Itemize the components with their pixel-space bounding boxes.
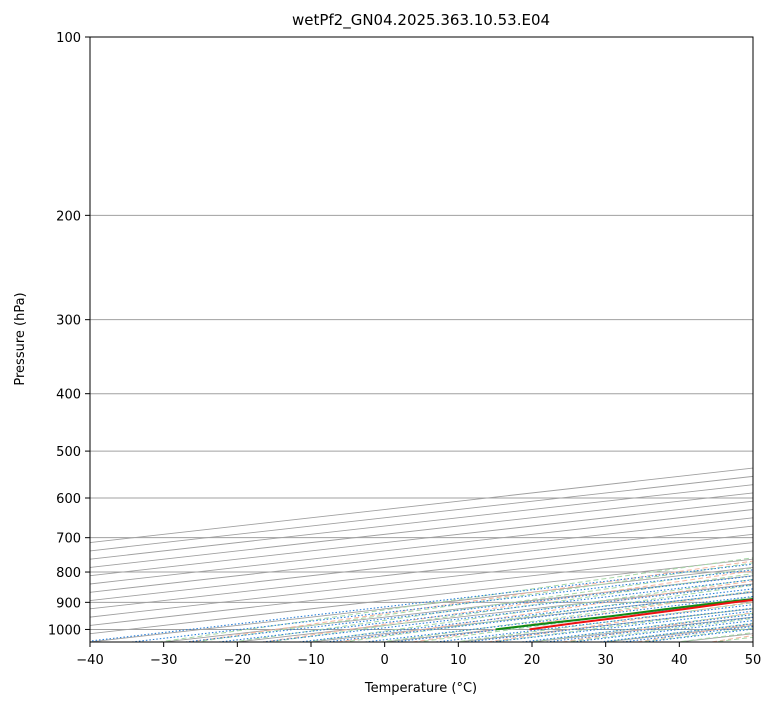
axes: −40 −30 −20 −10 0 10 20 30 40 50 100 200 300 400 500 60… bbox=[48, 31, 761, 668]
mixing-ratio-line bbox=[90, 563, 753, 642]
x-tick-label: −10 bbox=[297, 653, 324, 668]
isotherm-line bbox=[90, 500, 753, 577]
moist-adiabat-line bbox=[340, 584, 753, 642]
y-axis-label: Pressure (hPa) bbox=[13, 292, 28, 385]
chart-title: wetPf2_GN04.2025.363.10.53.E04 bbox=[292, 11, 550, 30]
x-tick-label: −30 bbox=[150, 653, 177, 668]
y-tick-label: 400 bbox=[56, 388, 81, 403]
isotherm-line bbox=[90, 525, 753, 602]
plot-frame bbox=[89, 36, 754, 643]
dry-adiabat-line bbox=[260, 570, 753, 642]
y-tick-label: 900 bbox=[56, 596, 81, 611]
y-tick-label: 1000 bbox=[48, 623, 81, 638]
x-tick-label: 20 bbox=[524, 653, 541, 668]
moist-adiabat-line bbox=[451, 602, 753, 642]
y-tick-label: 500 bbox=[56, 445, 81, 460]
dry-adiabat-line bbox=[185, 560, 753, 642]
dry-adiabat-line bbox=[334, 580, 753, 642]
isotherm-line bbox=[90, 492, 753, 568]
isotherm-line bbox=[90, 566, 753, 642]
isotherm-line bbox=[90, 533, 753, 610]
x-axis-label: Temperature (°C) bbox=[364, 681, 477, 696]
isotherm-line bbox=[90, 542, 753, 618]
dry-adiabat-line bbox=[484, 601, 753, 642]
isotherm-line bbox=[232, 583, 753, 642]
x-tick-label: 0 bbox=[381, 653, 389, 668]
x-tick-label: −40 bbox=[76, 653, 103, 668]
moist-adiabat-line bbox=[229, 567, 753, 642]
isotherm-line bbox=[90, 467, 753, 544]
temperature-profile-line bbox=[529, 598, 753, 631]
moist-adiabat-line bbox=[377, 590, 753, 642]
isotherm-line bbox=[90, 509, 753, 585]
moist-adiabat-line bbox=[636, 627, 753, 642]
y-tick-label: 600 bbox=[56, 492, 81, 507]
x-tick-label: 50 bbox=[745, 653, 762, 668]
moist-adiabat-line bbox=[155, 557, 753, 642]
isotherm-line bbox=[380, 600, 753, 642]
dry-adiabat-line bbox=[633, 623, 753, 642]
dry-adiabat-line bbox=[708, 634, 753, 642]
mixing-ratio-line bbox=[321, 591, 753, 642]
moist-adiabat-line bbox=[599, 622, 753, 642]
isotherm-line bbox=[90, 558, 753, 635]
isotherm-line bbox=[90, 517, 753, 593]
mixing-ratio-line bbox=[294, 588, 753, 642]
mixing-ratio-line bbox=[595, 623, 753, 642]
y-tick-label: 700 bbox=[56, 532, 81, 547]
x-tick-label: −20 bbox=[224, 653, 251, 668]
dry-adiabat-line bbox=[409, 590, 753, 642]
x-tick-label: 30 bbox=[597, 653, 614, 668]
isotherm-line bbox=[90, 550, 753, 626]
y-tick-label: 800 bbox=[56, 566, 81, 581]
x-tick-label: 10 bbox=[450, 653, 467, 668]
moist-adiabat-line bbox=[673, 632, 753, 642]
dry-adiabat-line bbox=[771, 37, 775, 644]
moist-adiabat-line bbox=[414, 596, 753, 642]
y-tick-label: 100 bbox=[56, 31, 81, 46]
isotherm-line bbox=[527, 616, 753, 642]
isotherm-line bbox=[90, 484, 753, 560]
y-tick-label: 300 bbox=[56, 314, 81, 329]
plot-area: 0.10.20.40.611.52346810131620253036-100-… bbox=[90, 37, 775, 644]
moist-adiabat-line bbox=[192, 562, 753, 642]
x-tick-label: 40 bbox=[671, 653, 688, 668]
dewpoint-profile-line bbox=[495, 597, 753, 631]
isotherm-line bbox=[90, 475, 753, 552]
mixing-ratio-line bbox=[360, 595, 753, 642]
y-tick-label: 200 bbox=[56, 209, 81, 224]
